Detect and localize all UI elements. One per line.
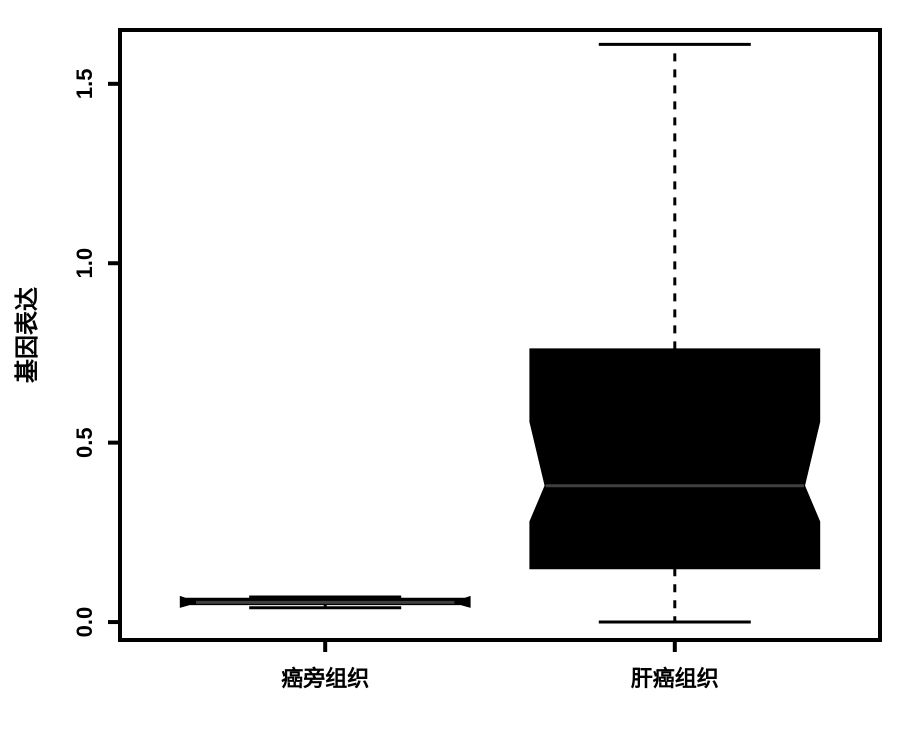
y-tick-label: 0.5 <box>72 427 97 458</box>
x-tick-label: 癌旁组织 <box>281 666 369 691</box>
y-axis-label: 基因表达 <box>14 287 41 383</box>
boxplot-chart: 0.0 0.5 1.0 1.5 基因表达癌旁组织 肝癌组织 <box>0 0 912 733</box>
box <box>530 349 819 568</box>
y-tick-label: 1.0 <box>72 248 97 279</box>
y-tick-label: 1.5 <box>72 69 97 100</box>
x-tick-label: 肝癌组织 <box>631 666 719 691</box>
y-tick-label: 0.0 <box>72 607 97 638</box>
chart-svg: 0.0 0.5 1.0 1.5 基因表达癌旁组织 肝癌组织 <box>0 0 912 733</box>
